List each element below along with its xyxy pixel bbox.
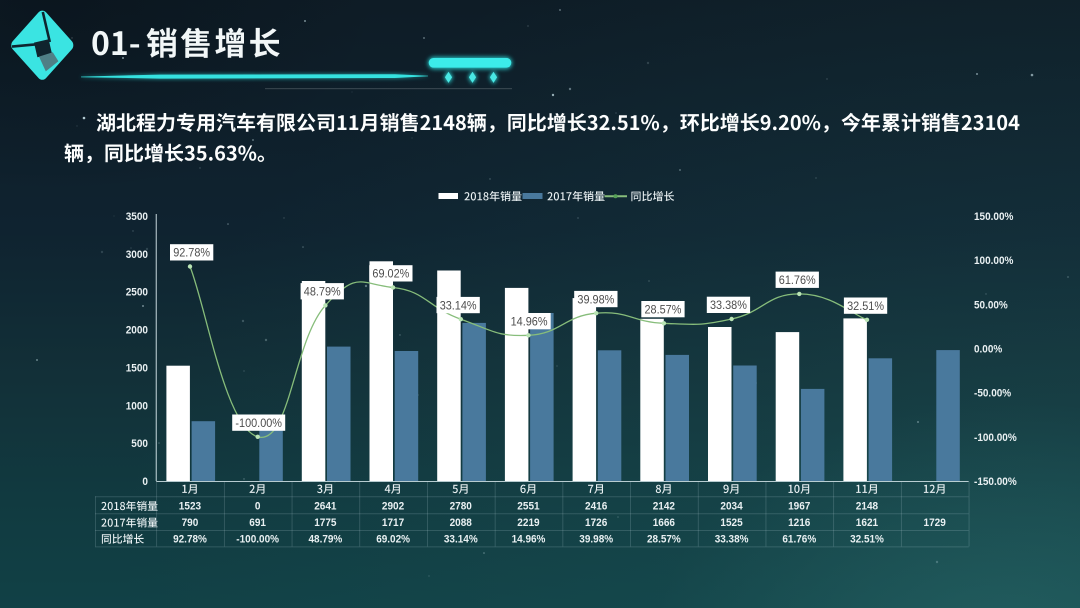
svg-text:2551: 2551	[517, 500, 539, 512]
svg-text:1729: 1729	[924, 517, 946, 529]
svg-text:2780: 2780	[450, 500, 472, 512]
svg-text:2088: 2088	[450, 517, 472, 529]
svg-text:1726: 1726	[585, 517, 607, 529]
svg-text:2148: 2148	[856, 500, 878, 512]
svg-text:33.38%: 33.38%	[710, 298, 747, 312]
svg-text:-50.00%: -50.00%	[974, 388, 1011, 400]
svg-text:1523: 1523	[179, 500, 201, 512]
svg-text:-150.00%: -150.00%	[974, 476, 1017, 488]
svg-text:2500: 2500	[126, 287, 148, 299]
svg-text:39.98%: 39.98%	[579, 533, 613, 545]
svg-text:28.57%: 28.57%	[647, 533, 681, 545]
svg-text:0: 0	[142, 476, 148, 488]
svg-text:500: 500	[131, 438, 148, 450]
svg-text:-100.00%: -100.00%	[235, 416, 282, 430]
svg-text:1216: 1216	[788, 517, 810, 529]
svg-text:2142: 2142	[653, 500, 675, 512]
svg-text:33.38%: 33.38%	[715, 533, 749, 545]
svg-text:69.02%: 69.02%	[372, 267, 409, 281]
svg-text:691: 691	[249, 517, 266, 529]
svg-text:14.96%: 14.96%	[512, 533, 546, 545]
svg-text:39.98%: 39.98%	[577, 292, 614, 306]
svg-text:2219: 2219	[517, 517, 539, 529]
svg-text:14.96%: 14.96%	[511, 314, 548, 328]
svg-text:150.00%: 150.00%	[974, 211, 1014, 223]
svg-text:0: 0	[255, 500, 261, 512]
svg-text:61.76%: 61.76%	[782, 533, 816, 545]
svg-text:1500: 1500	[126, 362, 148, 374]
svg-text:1525: 1525	[720, 517, 742, 529]
svg-text:48.79%: 48.79%	[309, 533, 343, 545]
svg-text:-100.00%: -100.00%	[974, 432, 1017, 444]
svg-text:100.00%: 100.00%	[974, 255, 1014, 267]
svg-text:2034: 2034	[720, 500, 743, 512]
svg-text:92.78%: 92.78%	[173, 533, 207, 545]
svg-text:1967: 1967	[788, 500, 810, 512]
svg-text:32.51%: 32.51%	[850, 533, 884, 545]
svg-text:0.00%: 0.00%	[974, 344, 1002, 356]
svg-text:69.02%: 69.02%	[376, 533, 410, 545]
svg-text:33.14%: 33.14%	[444, 533, 478, 545]
svg-text:50.00%: 50.00%	[974, 299, 1008, 311]
svg-text:1775: 1775	[314, 517, 336, 529]
svg-text:28.57%: 28.57%	[645, 302, 682, 316]
svg-text:-100.00%: -100.00%	[236, 533, 279, 545]
svg-text:790: 790	[182, 517, 199, 529]
svg-text:2416: 2416	[585, 500, 607, 512]
svg-text:2000: 2000	[126, 325, 148, 337]
svg-text:32.51%: 32.51%	[847, 299, 884, 313]
svg-text:1666: 1666	[653, 517, 675, 529]
svg-text:3500: 3500	[126, 211, 148, 223]
svg-text:1717: 1717	[382, 517, 404, 529]
svg-text:1000: 1000	[126, 400, 148, 412]
svg-text:2902: 2902	[382, 500, 404, 512]
svg-text:3000: 3000	[126, 249, 148, 261]
svg-text:48.79%: 48.79%	[304, 285, 341, 299]
svg-text:2641: 2641	[314, 500, 336, 512]
svg-text:1621: 1621	[856, 517, 878, 529]
svg-text:61.76%: 61.76%	[779, 273, 816, 287]
svg-text:33.14%: 33.14%	[440, 298, 477, 312]
svg-text:92.78%: 92.78%	[173, 246, 210, 260]
